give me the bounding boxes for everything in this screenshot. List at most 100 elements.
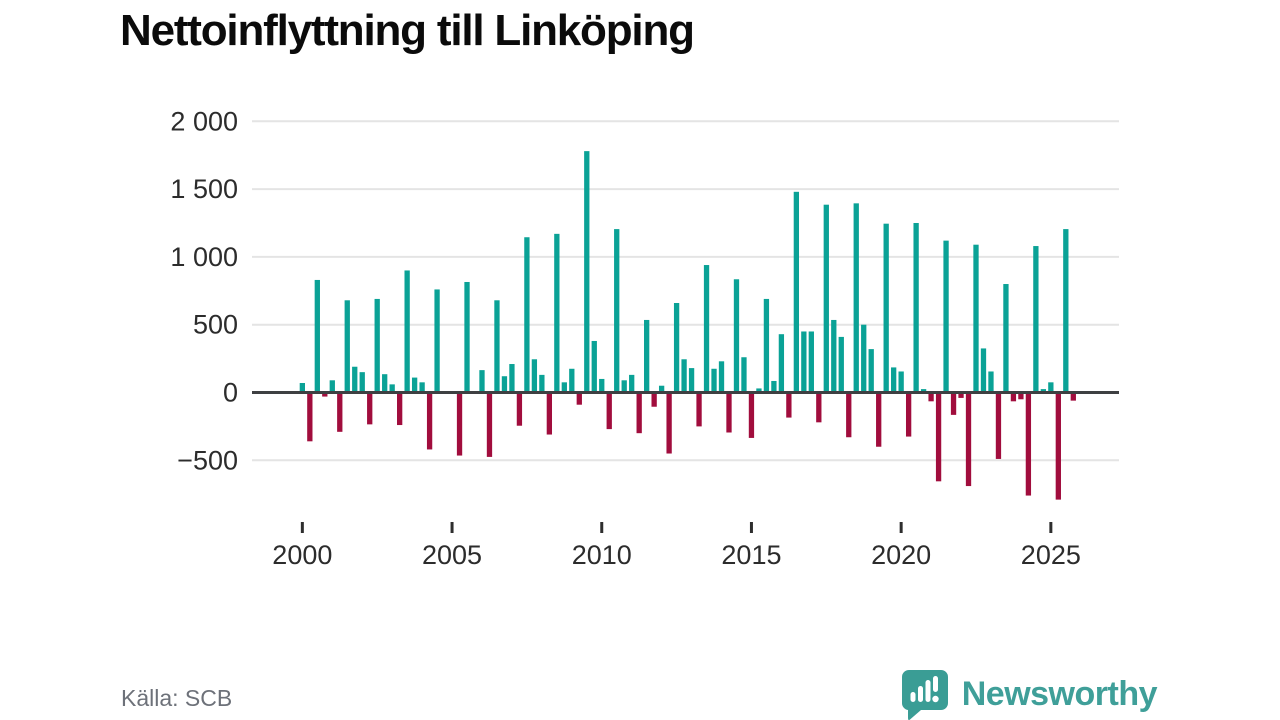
bar-2008-Q4 xyxy=(561,382,567,393)
bar-2004-Q1 xyxy=(419,382,425,393)
bar-2002-Q1 xyxy=(359,372,365,393)
x-axis-label-2000: 2000 xyxy=(272,540,332,570)
y-axis-label-2000: 2 000 xyxy=(170,106,238,136)
x-axis-label-2015: 2015 xyxy=(721,540,781,570)
bar-2012-Q3 xyxy=(673,303,680,393)
bar-2007-Q1 xyxy=(509,364,515,393)
bar-2016-Q4 xyxy=(801,331,807,393)
bar-2003-Q1 xyxy=(389,384,395,393)
bar-glyph-short xyxy=(910,692,916,702)
newsworthy-brand: Newsworthy xyxy=(900,668,1158,720)
bar-2015-Q3 xyxy=(763,298,770,393)
bar-2003-Q4 xyxy=(411,377,418,393)
bar-2022-Q4 xyxy=(980,348,987,393)
bar-2025-Q1 xyxy=(1048,382,1054,393)
source-note: Källa: SCB xyxy=(121,685,233,711)
y-axis-label-0: 0 xyxy=(223,378,238,408)
bar-2019-Q3 xyxy=(883,223,889,393)
bar-2010-Q3 xyxy=(614,229,620,393)
bar-2003-Q3 xyxy=(404,270,410,393)
bar-2019-Q4 xyxy=(891,367,897,393)
bar-2011-Q3 xyxy=(644,319,650,393)
bar-2008-Q1 xyxy=(539,374,545,393)
bar-2016-Q1 xyxy=(778,334,785,393)
bar-2021-Q2 xyxy=(935,392,942,482)
y-axis-label--500: −500 xyxy=(177,445,238,475)
bar-2019-Q1 xyxy=(868,349,874,393)
bar-2012-Q2 xyxy=(666,392,672,454)
bar-2019-Q2 xyxy=(876,392,882,447)
bar-2015-Q1 xyxy=(748,392,755,438)
bar-2025-Q4 xyxy=(1070,392,1076,401)
bar-glyph-medium xyxy=(917,686,923,702)
y-axis-label-1000: 1 000 xyxy=(170,242,238,272)
bar-2021-Q3 xyxy=(943,240,949,393)
bar-2006-Q1 xyxy=(479,370,485,393)
bar-2012-Q4 xyxy=(681,359,687,393)
bar-2000-Q1 xyxy=(299,383,305,393)
page-title: Nettoinflyttning till Linköping xyxy=(120,6,695,55)
bar-2017-Q4 xyxy=(831,319,837,393)
exclamation-dot-glyph xyxy=(932,695,939,703)
bar-2020-Q4 xyxy=(920,389,927,393)
x-axis-label-2020: 2020 xyxy=(871,540,931,570)
bar-2001-Q4 xyxy=(352,366,358,393)
bar-2020-Q1 xyxy=(898,371,904,393)
bar-2014-Q2 xyxy=(726,392,732,433)
bar-2013-Q2 xyxy=(696,392,702,427)
bar-2017-Q1 xyxy=(808,331,814,393)
bar-2023-Q1 xyxy=(988,371,994,393)
bar-2021-Q1 xyxy=(928,392,934,402)
bar-2018-Q1 xyxy=(838,336,844,393)
bar-2007-Q2 xyxy=(516,392,523,426)
bar-2011-Q1 xyxy=(629,374,635,393)
bar-2025-Q3 xyxy=(1063,229,1069,393)
bar-2017-Q3 xyxy=(823,204,829,393)
x-axis-label-2005: 2005 xyxy=(422,540,482,570)
bar-2022-Q2 xyxy=(965,392,972,487)
bar-2013-Q3 xyxy=(703,265,710,393)
bar-2001-Q3 xyxy=(344,300,350,393)
bar-2006-Q3 xyxy=(494,300,500,393)
bar-2018-Q4 xyxy=(861,324,867,393)
bar-2013-Q4 xyxy=(711,368,717,393)
bar-2003-Q2 xyxy=(397,392,403,426)
bar-2011-Q4 xyxy=(651,392,657,407)
bar-2009-Q3 xyxy=(584,151,590,393)
bar-2023-Q4 xyxy=(1010,392,1017,402)
bar-2018-Q2 xyxy=(846,392,852,438)
bar-2016-Q3 xyxy=(793,191,800,393)
bar-2009-Q1 xyxy=(569,368,575,393)
bar-2018-Q3 xyxy=(853,203,859,393)
bar-2023-Q3 xyxy=(1003,284,1009,393)
bar-2010-Q4 xyxy=(621,380,627,393)
y-axis-label-500: 500 xyxy=(193,310,238,340)
bar-2017-Q2 xyxy=(816,392,822,423)
exclamation-bar-glyph xyxy=(932,676,938,692)
bar-2021-Q4 xyxy=(950,392,957,415)
bar-2024-Q1 xyxy=(1018,392,1024,400)
bar-2010-Q1 xyxy=(599,378,605,393)
bar-2024-Q3 xyxy=(1033,246,1039,393)
bar-2015-Q4 xyxy=(771,380,777,393)
bar-2024-Q4 xyxy=(1040,389,1047,393)
bar-2002-Q4 xyxy=(382,374,388,393)
brand-name: Newsworthy xyxy=(961,674,1158,713)
bar-2006-Q4 xyxy=(501,376,508,393)
bar-2016-Q2 xyxy=(786,392,792,418)
bar-2014-Q1 xyxy=(718,361,725,393)
bar-2014-Q3 xyxy=(733,279,740,393)
bar-2009-Q4 xyxy=(591,340,597,393)
bar-2001-Q2 xyxy=(337,392,343,432)
bar-2012-Q1 xyxy=(658,385,665,393)
x-axis-label-2025: 2025 xyxy=(1021,540,1081,570)
bar-2000-Q2 xyxy=(307,392,313,442)
bar-2009-Q2 xyxy=(576,392,582,405)
bar-2006-Q2 xyxy=(486,392,493,457)
bar-2007-Q3 xyxy=(524,237,530,393)
bar-2002-Q2 xyxy=(367,392,373,425)
bar-2022-Q3 xyxy=(973,244,979,393)
bar-2005-Q3 xyxy=(464,281,470,393)
bar-2010-Q2 xyxy=(606,392,612,430)
